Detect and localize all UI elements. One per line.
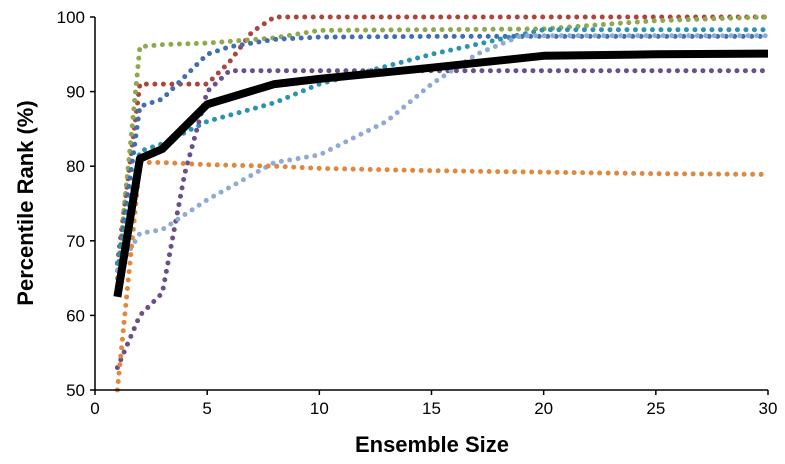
series-line-6 xyxy=(114,33,771,274)
y-axis-title: Percentile Rank (%) xyxy=(13,100,38,305)
x-tick-label: 15 xyxy=(422,399,441,418)
x-tick-label: 10 xyxy=(310,399,329,418)
x-tick-label: 0 xyxy=(90,399,99,418)
series-line-4 xyxy=(114,27,771,266)
x-tick-label: 30 xyxy=(759,399,778,418)
y-tick-label: 90 xyxy=(66,83,85,102)
series-line-1 xyxy=(114,14,771,266)
x-tick-label: 25 xyxy=(646,399,665,418)
series-line-2 xyxy=(114,14,771,281)
y-tick-label: 100 xyxy=(57,8,85,27)
y-tick-label: 70 xyxy=(66,232,85,251)
series-line-5 xyxy=(114,68,771,371)
axes: 0 5 10 15 20 25 30 50 60 70 80 90 100 xyxy=(57,8,778,418)
x-axis-title: Ensemble Size xyxy=(355,432,509,457)
y-tick-label: 80 xyxy=(66,157,85,176)
x-tick-label: 20 xyxy=(534,399,553,418)
y-tick-label: 60 xyxy=(66,306,85,325)
x-tick-label: 5 xyxy=(202,399,211,418)
series-line-mean xyxy=(113,49,769,298)
plot-series xyxy=(113,14,771,393)
series-line-7 xyxy=(114,160,771,393)
y-tick-label: 50 xyxy=(66,381,85,400)
